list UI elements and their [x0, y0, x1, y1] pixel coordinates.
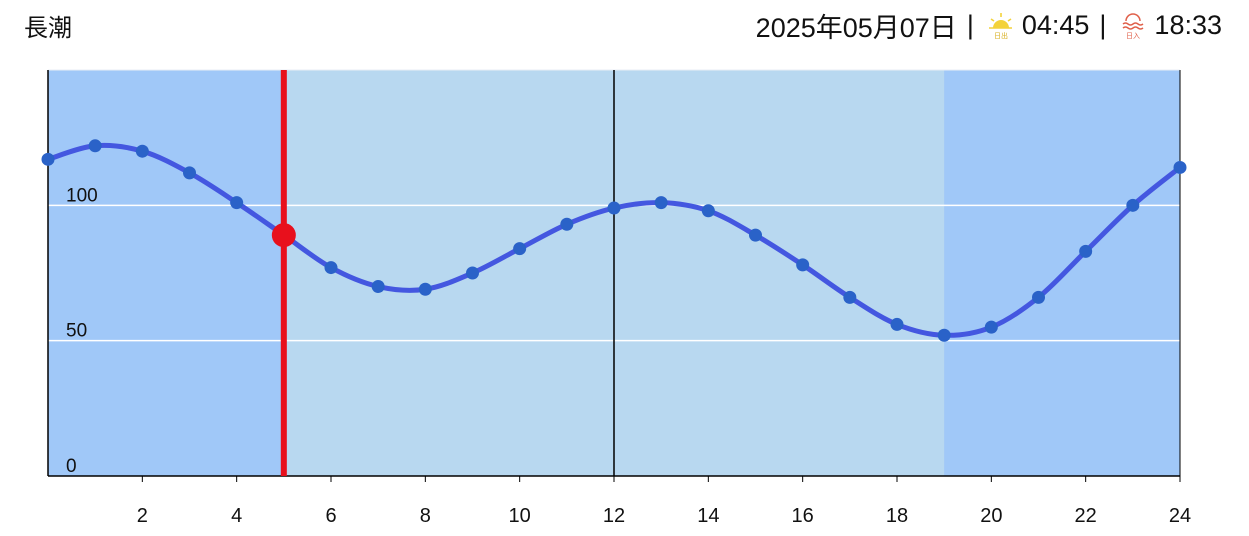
tide-point	[466, 266, 479, 280]
tide-point	[513, 242, 527, 256]
tide-point	[749, 228, 762, 242]
tide-point	[1126, 198, 1140, 212]
date: 2025年05月07日	[755, 13, 957, 43]
tide-point	[371, 280, 385, 294]
x-tick-label: 12	[603, 505, 625, 527]
y-tick-label: 100	[66, 185, 98, 206]
tide-point	[607, 201, 621, 215]
separator: |	[1099, 10, 1107, 40]
x-tick-label: 4	[231, 505, 242, 527]
tide-point	[654, 196, 668, 210]
current-point	[271, 223, 296, 248]
tide-point	[701, 204, 715, 218]
tide-point	[88, 139, 102, 153]
tide-point	[230, 196, 244, 210]
separator: |	[966, 10, 974, 40]
tide-point	[324, 261, 338, 275]
x-tick-label: 24	[1169, 505, 1191, 527]
x-tick-label: 8	[420, 505, 431, 527]
tide-point	[183, 166, 196, 180]
y-tick-label: 50	[66, 321, 87, 342]
x-tick-label: 6	[325, 505, 336, 527]
header: 2025年05月07日 | 日出 04:45 | 日入 18:33	[756, 6, 1222, 45]
x-tick-label: 10	[509, 505, 531, 527]
chart-title: 長潮	[24, 14, 72, 42]
tide-point	[1079, 244, 1093, 258]
x-tick-label: 2	[137, 505, 148, 527]
tide-point	[984, 320, 998, 334]
x-tick-label: 14	[697, 505, 719, 527]
tide-point	[843, 290, 857, 304]
sunrise-label: 日出	[994, 31, 1008, 40]
x-tick-label: 20	[980, 505, 1002, 527]
tide-point	[937, 328, 951, 342]
sunrise-icon: 日出	[988, 12, 1012, 40]
sunset-icon: 日入	[1122, 12, 1144, 40]
tide-point	[796, 258, 810, 272]
tide-point	[1173, 160, 1187, 174]
x-tick-label: 22	[1075, 505, 1097, 527]
tide-point	[890, 317, 904, 331]
x-tick-label: 16	[792, 505, 814, 527]
tide-point	[560, 217, 574, 231]
tide-point	[1032, 290, 1045, 304]
tide-point	[135, 144, 149, 158]
sunset-time: 18:33	[1154, 10, 1222, 40]
tide-point	[41, 152, 55, 166]
tide-point	[418, 282, 432, 296]
sunrise-time: 04:45	[1021, 10, 1090, 40]
x-tick-label: 18	[886, 505, 908, 527]
sunset-label: 日入	[1126, 32, 1140, 40]
y-tick-label: 0	[66, 456, 77, 477]
